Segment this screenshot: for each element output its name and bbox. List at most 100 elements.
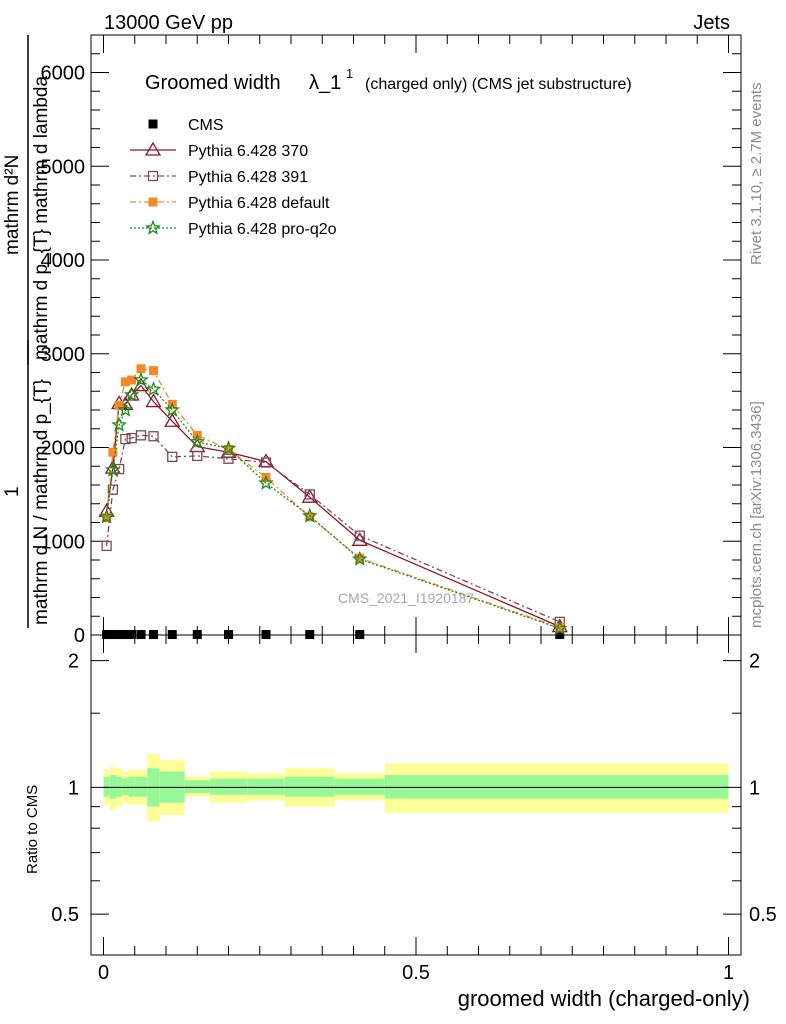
data-point bbox=[167, 451, 178, 463]
ylabel-one: 1 bbox=[2, 486, 23, 497]
legend-entry: Pythia 6.428 pro-q2o bbox=[130, 219, 337, 238]
ytick-label: 2000 bbox=[41, 438, 86, 460]
data-point bbox=[120, 377, 130, 387]
data-point bbox=[123, 386, 140, 402]
legend-marker bbox=[145, 219, 161, 235]
data-point bbox=[149, 366, 158, 376]
ratio-band-inner bbox=[122, 778, 129, 795]
ratio-ylabel: Ratio to CMS bbox=[24, 785, 41, 874]
xtick-label: 1 bbox=[723, 962, 734, 984]
ratio-ytick-label: 1 bbox=[68, 777, 79, 799]
ytick-label: 6000 bbox=[41, 63, 86, 85]
data-point bbox=[301, 507, 318, 523]
ratio-band-inner bbox=[209, 778, 248, 795]
series-line bbox=[105, 384, 561, 628]
ytick-label: 3000 bbox=[41, 344, 86, 366]
ratio-band-inner bbox=[247, 778, 285, 795]
data-point bbox=[354, 530, 365, 541]
data-point bbox=[189, 433, 206, 449]
legend: CMS Pythia 6.428 370 Pythia 6.428 391 Pythi… bbox=[130, 117, 337, 238]
legend-marker bbox=[144, 141, 162, 156]
legend-label: Pythia 6.428 370 bbox=[188, 143, 308, 160]
ratio-ytick-label: 2 bbox=[68, 651, 79, 673]
x-axis-title: groomed width (charged-only) bbox=[458, 986, 750, 1011]
title-rest: (charged only) (CMS jet substructure) bbox=[365, 76, 632, 93]
legend-entry: CMS bbox=[148, 117, 224, 134]
ylabel-den: mathrm d N / mathrm d p_{T} bbox=[31, 379, 52, 625]
ratio-band-inner bbox=[103, 776, 110, 797]
mcplots-label: mcplots.cern.ch [arXiv:1306.3436] bbox=[748, 401, 765, 628]
data-point bbox=[123, 386, 140, 401]
title-lambda: λ_1 bbox=[309, 72, 341, 94]
data-point bbox=[301, 488, 318, 503]
data-point bbox=[117, 401, 134, 417]
data-point bbox=[135, 430, 147, 441]
ratio-ytick-label-right: 2 bbox=[749, 651, 760, 673]
data-point bbox=[351, 532, 368, 546]
legend-marker bbox=[147, 170, 159, 182]
data-point bbox=[164, 401, 181, 417]
legend-marker bbox=[148, 197, 158, 207]
legend-label: CMS bbox=[188, 117, 224, 134]
data-point bbox=[145, 393, 162, 408]
ytick-label: 4000 bbox=[41, 250, 86, 272]
series-1 bbox=[98, 377, 568, 633]
xtick-label: 0 bbox=[98, 962, 109, 984]
title-sup: 1 bbox=[346, 66, 353, 81]
ytick-label: 1000 bbox=[41, 531, 86, 553]
ratio-band-inner bbox=[134, 776, 148, 797]
legend-marker bbox=[148, 119, 158, 129]
data-point bbox=[145, 381, 162, 397]
data-point bbox=[551, 620, 568, 636]
data-point bbox=[108, 447, 118, 457]
data-point bbox=[127, 375, 137, 385]
analysis-watermark: CMS_2021_I1920187 bbox=[338, 590, 474, 606]
series-line bbox=[105, 379, 561, 630]
ratio-band-inner bbox=[384, 774, 729, 799]
legend-label: Pythia 6.428 default bbox=[188, 195, 330, 212]
ytick-label: 5000 bbox=[41, 156, 86, 178]
data-point bbox=[107, 484, 119, 495]
data-point bbox=[220, 440, 237, 456]
series-2 bbox=[101, 430, 565, 628]
ylabel-top: mathrm d²N bbox=[2, 155, 23, 255]
xtick-label: 0.5 bbox=[402, 962, 430, 984]
data-point bbox=[148, 431, 159, 442]
title-main: Groomed width bbox=[145, 72, 281, 94]
ytick-label: 0 bbox=[74, 625, 85, 647]
ratio-ytick-label-right: 1 bbox=[749, 777, 760, 799]
legend-label: Pythia 6.428 391 bbox=[188, 169, 308, 186]
main-title: Groomed width λ_1 1 (charged only) (CMS … bbox=[145, 66, 632, 94]
data-point bbox=[555, 623, 565, 632]
data-point bbox=[164, 412, 181, 427]
data-point bbox=[223, 453, 234, 464]
series-4 bbox=[98, 371, 568, 636]
data-point bbox=[258, 474, 274, 490]
legend-label: Pythia 6.428 pro-q2o bbox=[188, 221, 337, 238]
series-line bbox=[105, 434, 561, 623]
data-point bbox=[114, 400, 124, 410]
data-point bbox=[102, 513, 112, 523]
data-point bbox=[304, 489, 315, 500]
legend-entry: Pythia 6.428 370 bbox=[130, 141, 308, 160]
ratio-band-inner bbox=[116, 776, 123, 797]
data-point bbox=[98, 508, 115, 524]
ratio-ytick-label-right: 0.5 bbox=[749, 904, 777, 926]
ratio-band-inner bbox=[109, 774, 116, 799]
data-point bbox=[120, 433, 131, 445]
ratio-band-inner bbox=[128, 776, 135, 797]
data-point bbox=[101, 540, 112, 552]
data-point bbox=[192, 450, 203, 462]
legend-entry: Pythia 6.428 default bbox=[130, 195, 330, 212]
y-axis-title: mathrm d²N mathrm d p_{T} mathrm d lambd… bbox=[2, 35, 52, 628]
data-point bbox=[113, 463, 125, 475]
rivet-label: Rivet 3.1.10, ≥ 2.7M events bbox=[748, 83, 765, 266]
data-point bbox=[224, 444, 233, 454]
data-point bbox=[136, 364, 146, 374]
ratio-band-inner bbox=[334, 778, 385, 795]
data-point bbox=[260, 457, 272, 468]
data-point bbox=[305, 512, 315, 522]
data-point bbox=[111, 416, 127, 432]
ratio-plot-panel: 0.5 0.5 1 1 2 2 0 0.5 1 bbox=[51, 634, 777, 984]
